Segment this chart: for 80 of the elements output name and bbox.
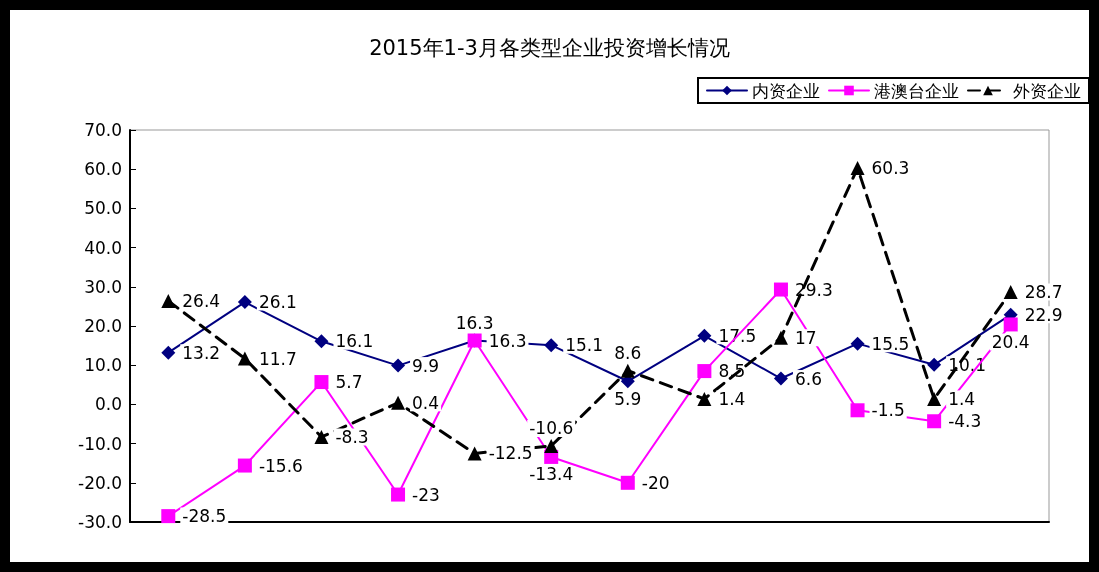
- point: [544, 338, 559, 353]
- point: [237, 351, 252, 366]
- legend-label: 港澳台企业: [874, 80, 959, 101]
- y-tick-label: 50.0: [84, 198, 122, 219]
- data-label: 26.1: [258, 292, 297, 313]
- data-label: 17: [794, 327, 817, 348]
- data-label: 8.5: [718, 361, 746, 382]
- chart-title: 2015年1-3月各类型企业投资增长情况: [369, 35, 730, 60]
- point: [773, 330, 788, 345]
- point: [850, 161, 865, 176]
- y-tick-label: 0.0: [94, 394, 122, 415]
- data-label: -15.6: [258, 455, 303, 476]
- y-tick-label: 70.0: [84, 120, 122, 140]
- data-label: -28.5: [182, 506, 227, 527]
- data-label: 1.4: [718, 388, 746, 409]
- data-label: 16.3: [455, 313, 494, 333]
- point: [850, 336, 865, 351]
- data-label: -10.6: [529, 418, 574, 439]
- point: [161, 293, 176, 308]
- point: [697, 364, 712, 379]
- point: [467, 446, 482, 461]
- point: [1003, 284, 1018, 299]
- data-label: 28.7: [1024, 281, 1063, 302]
- data-label: 16.3: [488, 330, 527, 351]
- data-label: 22.9: [1024, 304, 1063, 325]
- data-label: -8.3: [335, 426, 369, 447]
- data-label: 0.4: [412, 392, 440, 413]
- point: [927, 391, 942, 406]
- y-tick-label: 20.0: [84, 316, 122, 336]
- point: [927, 414, 942, 429]
- point: [620, 363, 635, 378]
- point: [237, 458, 252, 473]
- data-label: -12.5: [488, 443, 533, 464]
- point: [544, 438, 559, 453]
- data-label: -23: [412, 484, 440, 505]
- point: [314, 429, 329, 444]
- data-label: 15.1: [565, 335, 604, 356]
- point: [161, 345, 176, 360]
- data-label: 15.5: [871, 333, 910, 354]
- point: [314, 375, 329, 390]
- point: [237, 295, 252, 310]
- data-label: 26.4: [182, 290, 221, 311]
- data-label: 8.6: [614, 343, 642, 364]
- point: [773, 282, 788, 297]
- data-label: 9.9: [412, 355, 440, 376]
- point: [161, 509, 176, 524]
- y-tick-label: 10.0: [84, 355, 122, 376]
- data-label: 16.1: [335, 331, 374, 352]
- y-tick-label: 60.0: [84, 159, 122, 180]
- point: [391, 487, 406, 502]
- data-label: -13.4: [529, 464, 574, 485]
- y-tick-label: -10.0: [78, 433, 122, 454]
- y-tick-label: 30.0: [84, 276, 122, 297]
- data-label: 6.6: [794, 368, 823, 389]
- point: [697, 328, 712, 343]
- data-label: -20: [641, 472, 670, 493]
- y-tick-label: 40.0: [84, 237, 122, 258]
- point: [620, 475, 635, 490]
- point: [697, 391, 712, 406]
- data-label: 5.9: [614, 388, 642, 409]
- point: [391, 395, 406, 410]
- point: [927, 357, 942, 372]
- point: [391, 358, 406, 373]
- data-label: 5.7: [335, 372, 363, 393]
- point: [314, 334, 329, 349]
- data-label: 20.4: [991, 331, 1030, 352]
- data-label: 11.7: [258, 348, 297, 369]
- data-label: 60.3: [871, 158, 910, 179]
- y-tick-label: -20.0: [78, 472, 122, 493]
- data-label: 1.4: [948, 388, 976, 409]
- point: [1003, 317, 1018, 332]
- data-label: -4.3: [948, 411, 982, 432]
- data-label: 29.3: [794, 279, 833, 300]
- data-label: -1.5: [871, 400, 905, 421]
- point: [773, 371, 788, 386]
- y-tick-label: -30.0: [78, 512, 122, 532]
- legend-label: 内资企业: [752, 80, 820, 101]
- data-label: 13.2: [182, 342, 221, 363]
- legend-label: 外资企业: [1013, 80, 1081, 101]
- point: [850, 403, 865, 418]
